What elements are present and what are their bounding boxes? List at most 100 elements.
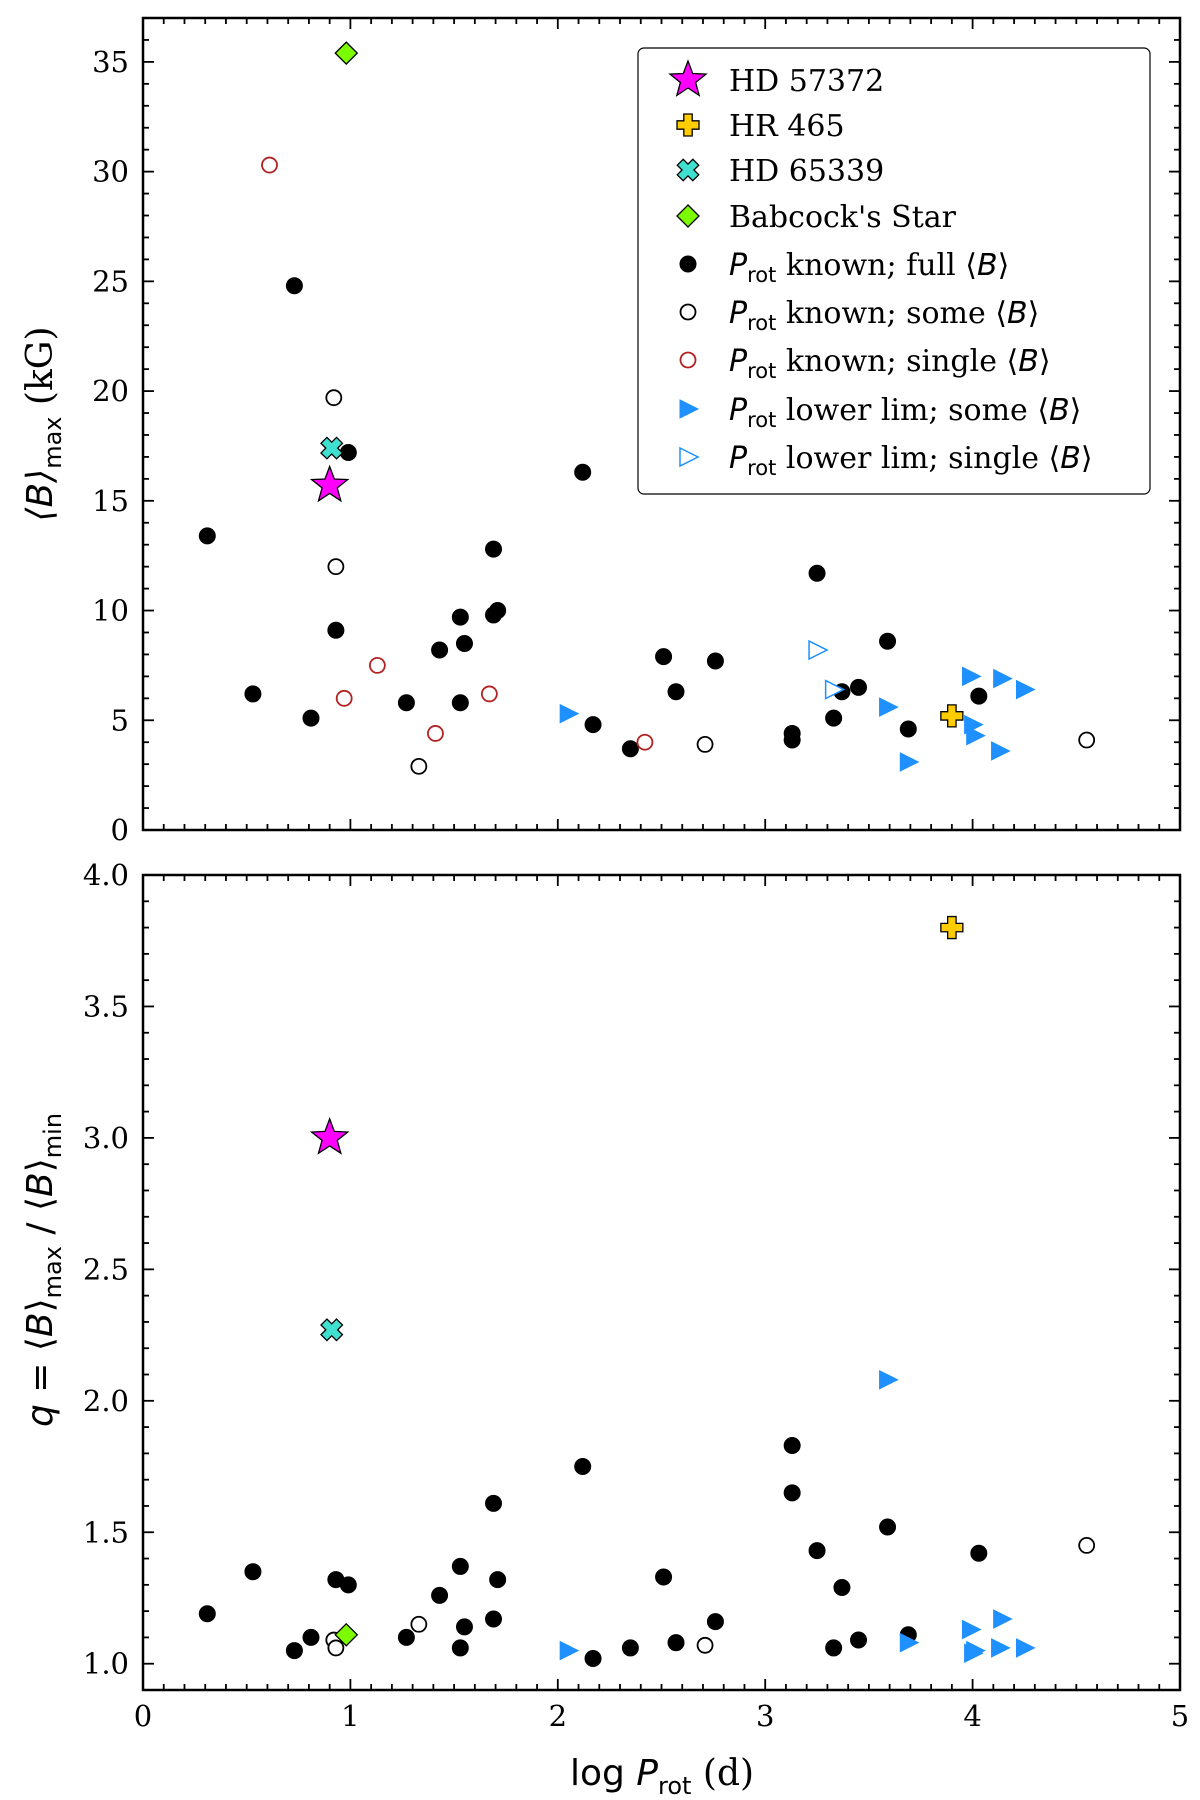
data-point-prot-known-full-b — [833, 1578, 851, 1596]
data-point-prot-known-full-b — [397, 694, 415, 712]
data-point-prot-known-full-b — [970, 687, 988, 705]
data-point-prot-known-single-b — [427, 725, 444, 742]
plot-frame — [141, 873, 1182, 1692]
x-tick-label: 0 — [134, 1699, 152, 1733]
legend-label: HD 65339 — [729, 154, 884, 189]
legend-label: Prot lower lim; single ⟨B⟩ — [729, 441, 1093, 480]
data-point-prot-known-full-b — [451, 608, 469, 626]
data-point-prot-known-full-b — [451, 1557, 469, 1575]
data-point-prot-known-full-b — [489, 602, 507, 620]
legend-label: Prot lower lim; some ⟨B⟩ — [729, 393, 1081, 432]
x-axis-label: log Prot (d) — [570, 1753, 754, 1800]
data-point-prot-lower-lim-some-b — [899, 1632, 920, 1653]
y-tick-label: 15 — [92, 484, 129, 518]
data-point-prot-lower-lim-some-b — [899, 752, 920, 772]
panel-bmax: 0 5 10 15 20 25 30 35 ⟨B⟩max (kG) HD 57372 HR 46… — [20, 16, 1182, 847]
plot-frame — [141, 16, 1182, 832]
y-tick-label: 35 — [92, 45, 129, 79]
data-point-prot-lower-lim-some-b — [1015, 1638, 1036, 1658]
data-point-prot-known-full-b — [451, 1639, 469, 1657]
data-point-prot-known-full-b — [706, 1613, 724, 1631]
data-point-prot-known-full-b — [302, 1628, 320, 1646]
data-point-prot-lower-lim-some-b — [966, 1640, 986, 1661]
legend-marker-hd-65339 — [676, 158, 700, 182]
data-point-prot-known-full-b — [485, 540, 503, 558]
data-point-hr-465 — [940, 704, 964, 728]
data-point-prot-known-some-b — [410, 1615, 428, 1633]
x-tick-label: 2 — [549, 1699, 567, 1733]
y-tick-label: 0 — [111, 813, 129, 847]
data-point-prot-lower-lim-some-b — [879, 697, 899, 717]
data-point-prot-known-full-b — [783, 1484, 801, 1502]
x-tick-label: 1 — [341, 1699, 359, 1733]
legend-label: Prot known; full ⟨B⟩ — [729, 248, 1009, 287]
data-point-prot-lower-lim-some-b — [962, 1619, 982, 1640]
y-tick-label: 20 — [92, 374, 129, 408]
data-point-prot-known-full-b — [667, 683, 685, 701]
data-point-prot-known-full-b — [285, 1642, 303, 1660]
data-point-prot-known-full-b — [584, 716, 602, 734]
data-point-hd-57372 — [309, 464, 350, 503]
data-point-prot-known-single-b — [636, 733, 654, 751]
legend-marker-prot-known-full-b — [679, 255, 697, 273]
data-point-prot-known-some-b — [327, 1639, 345, 1657]
data-point-prot-known-full-b — [198, 527, 216, 545]
data-point-hd-65339 — [320, 1318, 344, 1342]
data-point-prot-known-full-b — [339, 1576, 357, 1594]
data-point-prot-known-full-b — [783, 731, 801, 749]
legend-marker-prot-lower-lim-some-b — [679, 399, 700, 419]
data-point-prot-known-full-b — [667, 1634, 685, 1652]
data-point-prot-known-full-b — [455, 1618, 473, 1636]
data-point-prot-known-full-b — [808, 1542, 826, 1560]
y-tick-label: 3.5 — [83, 989, 129, 1023]
legend-label: Prot known; some ⟨B⟩ — [729, 296, 1039, 335]
data-point-prot-known-full-b — [285, 277, 303, 295]
legend-label: Prot known; single ⟨B⟩ — [729, 344, 1051, 383]
data-point-prot-known-full-b — [451, 694, 469, 712]
data-point-prot-known-full-b — [825, 1639, 843, 1657]
panel-q: 0 1 2 3 4 5 1.0 1.5 2.0 2.5 3.0 3.5 4.0 q = ⟨B⟩max /… — [20, 858, 1189, 1800]
y-tick-label: 2.0 — [83, 1384, 129, 1418]
data-point-prot-lower-lim-some-b — [993, 668, 1013, 689]
data-point-babcock-s-star — [334, 41, 359, 66]
data-point-prot-known-full-b — [899, 720, 917, 738]
legend-label: Babcock's Star — [729, 200, 957, 235]
data-point-hd-65339 — [320, 436, 344, 460]
data-point-prot-known-full-b — [655, 648, 673, 666]
data-point-prot-lower-lim-single-b — [808, 639, 829, 661]
data-point-prot-known-some-b — [696, 736, 714, 753]
data-point-prot-lower-lim-some-b — [559, 703, 580, 724]
data-point-prot-known-full-b — [850, 678, 868, 696]
data-point-prot-known-full-b — [327, 621, 345, 639]
y-tick-label: 25 — [92, 264, 129, 298]
legend: HD 57372 HR 465 HD 65339 Babcock's Star Prot… — [637, 47, 1151, 495]
data-point-prot-known-some-b — [1078, 1537, 1096, 1554]
data-point-prot-known-some-b — [327, 558, 345, 576]
data-point-prot-known-full-b — [244, 1563, 262, 1581]
data-point-prot-known-full-b — [850, 1631, 868, 1649]
data-point-prot-known-single-b — [480, 685, 498, 703]
legend-label: HR 465 — [729, 109, 845, 144]
data-point-prot-lower-lim-some-b — [879, 1369, 899, 1390]
data-point-prot-known-full-b — [808, 564, 826, 582]
y-tick-label: 1.5 — [83, 1515, 129, 1549]
data-point-prot-lower-lim-some-b — [993, 1609, 1013, 1629]
y-tick-label: 1.0 — [83, 1647, 129, 1681]
data-point-prot-known-full-b — [783, 1437, 801, 1454]
legend-marker-hr-465 — [676, 113, 700, 137]
data-point-prot-known-full-b — [706, 652, 724, 670]
data-point-prot-known-full-b — [489, 1571, 507, 1589]
y-tick-label: 4.0 — [83, 858, 129, 892]
data-point-prot-known-full-b — [825, 709, 843, 727]
data-point-prot-known-full-b — [621, 1639, 639, 1657]
legend-marker-prot-known-single-b — [679, 351, 697, 369]
data-point-prot-lower-lim-some-b — [966, 725, 986, 746]
data-point-hd-57372 — [309, 1117, 350, 1155]
data-point-prot-lower-lim-some-b — [991, 741, 1011, 761]
legend-marker-prot-known-some-b — [679, 303, 697, 321]
legend-marker-hd-57372 — [668, 59, 708, 97]
data-point-prot-known-full-b — [431, 641, 449, 659]
data-point-prot-known-full-b — [455, 634, 473, 652]
data-point-prot-lower-lim-some-b — [962, 666, 982, 687]
data-point-babcock-s-star — [334, 1622, 359, 1647]
